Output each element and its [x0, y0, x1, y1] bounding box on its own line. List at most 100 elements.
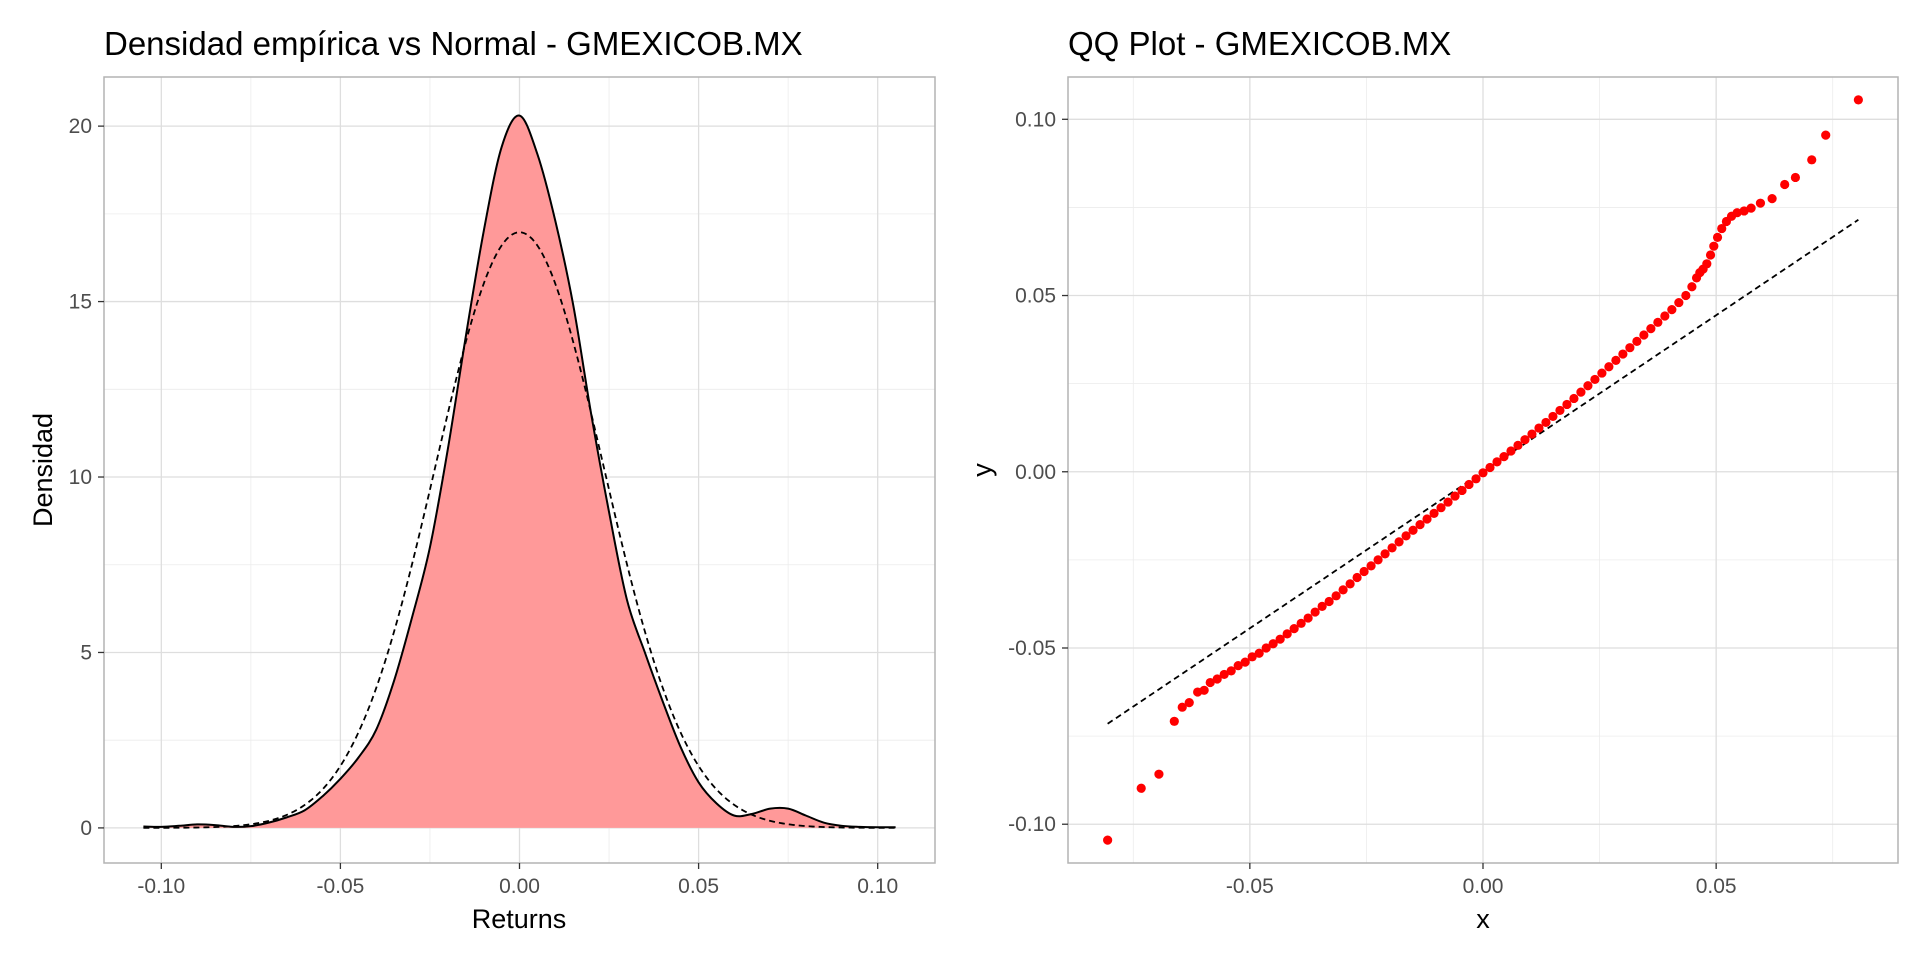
- density-x-axis-label: Returns: [472, 904, 567, 934]
- qq-point: [1394, 537, 1404, 547]
- qq-point: [1247, 652, 1257, 662]
- empirical-density-line: [143, 114, 896, 829]
- qq-point: [1576, 387, 1586, 397]
- qq-x-tick-label: -0.05: [1226, 875, 1274, 898]
- qq-point: [1790, 172, 1801, 183]
- qq-ticks: -0.05 0.00 0.05 -0.10 -0.05 0.00 0.05 0.10: [1008, 108, 1736, 898]
- qq-point: [1464, 479, 1474, 490]
- qq-point: [1625, 343, 1635, 353]
- qq-point: [1233, 661, 1243, 671]
- qq-point: [1653, 317, 1663, 327]
- qq-point: [1324, 596, 1334, 607]
- qq-point: [1415, 520, 1425, 530]
- qq-point: [1184, 698, 1194, 708]
- qq-y-tick-label: 0.00: [1015, 461, 1056, 484]
- qq-point: [1780, 179, 1790, 190]
- empirical-density-area: [143, 115, 896, 828]
- qq-y-axis-label: y: [967, 463, 997, 477]
- qq-y-tick-label: -0.10: [1008, 813, 1056, 836]
- qq-point: [1352, 572, 1362, 583]
- density-ticks: -0.10 -0.05 0.00 0.05 0.10 0 5 10 15 20: [69, 115, 898, 898]
- qq-point: [1674, 297, 1684, 308]
- density-x-tick-label: -0.10: [137, 875, 185, 898]
- qq-point: [1205, 677, 1215, 688]
- qq-point: [1199, 685, 1209, 695]
- qq-point: [1303, 613, 1313, 623]
- qq-point: [1853, 95, 1863, 105]
- density-y-axis-label: Densidad: [28, 413, 58, 527]
- qq-point: [1807, 155, 1817, 165]
- qq-point: [1268, 639, 1278, 649]
- density-y-tick-label: 10: [69, 466, 92, 489]
- qq-point: [1746, 203, 1756, 213]
- qq-point: [1597, 368, 1607, 378]
- qq-point: [1604, 362, 1614, 372]
- qq-point: [1541, 417, 1551, 428]
- density-title: Densidad empírica vs Normal - GMEXICOB.M…: [104, 25, 803, 62]
- qq-point: [1443, 497, 1453, 507]
- qq-point: [1338, 585, 1348, 595]
- qq-point: [1492, 457, 1502, 467]
- qq-point: [1240, 657, 1250, 667]
- qq-point: [1254, 648, 1264, 658]
- qq-point: [1436, 503, 1446, 513]
- density-y-tick-label: 15: [69, 291, 92, 314]
- qq-point: [1154, 769, 1164, 779]
- qq-point: [1275, 634, 1285, 644]
- qq-point: [1212, 674, 1222, 684]
- qq-point: [1429, 508, 1439, 518]
- qq-point: [1732, 208, 1742, 218]
- qq-point: [1590, 374, 1600, 385]
- qq-point: [1513, 440, 1523, 450]
- density-x-tick-label: 0.00: [499, 875, 540, 898]
- qq-point: [1712, 232, 1723, 242]
- qq-grid: [1068, 77, 1898, 863]
- qq-point: [1310, 607, 1320, 617]
- qq-point: [1534, 423, 1544, 433]
- qq-point: [1702, 259, 1712, 269]
- qq-x-tick-label: 0.05: [1696, 875, 1737, 898]
- qq-point: [1457, 485, 1467, 496]
- qq-point: [1359, 566, 1369, 577]
- qq-point: [1611, 355, 1621, 365]
- qq-y-tick-label: 0.05: [1015, 285, 1056, 308]
- qq-point: [1401, 531, 1411, 541]
- qq-point: [1289, 624, 1299, 634]
- qq-point: [1380, 549, 1390, 559]
- qq-point: [1548, 411, 1558, 422]
- qq-point: [1755, 198, 1766, 208]
- qq-point: [1296, 618, 1306, 628]
- qq-point: [1422, 514, 1432, 524]
- qq-point: [1219, 669, 1229, 680]
- qq-point: [1562, 399, 1572, 410]
- qq-point: [1646, 324, 1656, 334]
- density-x-tick-label: 0.10: [857, 875, 898, 898]
- qq-point: [1471, 474, 1481, 484]
- qq-point: [1767, 194, 1777, 204]
- qq-point: [1103, 835, 1113, 845]
- qq-point: [1520, 435, 1530, 445]
- qq-point: [1506, 446, 1516, 456]
- qq-point: [1478, 468, 1488, 478]
- density-y-tick-label: 5: [80, 641, 92, 664]
- qq-point: [1282, 629, 1292, 639]
- qq-point: [1639, 330, 1649, 340]
- qq-point: [1739, 206, 1749, 216]
- density-marks: [143, 114, 896, 829]
- qq-point: [1499, 452, 1509, 462]
- qq-point: [1687, 282, 1697, 292]
- qq-point: [1660, 311, 1670, 321]
- qq-point: [1366, 561, 1376, 571]
- qq-point: [1387, 543, 1397, 553]
- qq-point: [1821, 130, 1831, 140]
- qq-point: [1345, 579, 1355, 589]
- qq-point: [1709, 241, 1719, 251]
- qq-point: [1555, 405, 1565, 416]
- qq-panel: QQ Plot - GMEXICOB.MX -0.05 0.00 0.05 -0.10…: [967, 25, 1899, 934]
- qq-y-tick-label: -0.05: [1008, 637, 1056, 660]
- density-y-tick-label: 20: [69, 115, 92, 138]
- qq-x-axis-label: x: [1476, 904, 1490, 934]
- qq-point: [1261, 643, 1271, 653]
- density-x-tick-label: -0.05: [316, 875, 364, 898]
